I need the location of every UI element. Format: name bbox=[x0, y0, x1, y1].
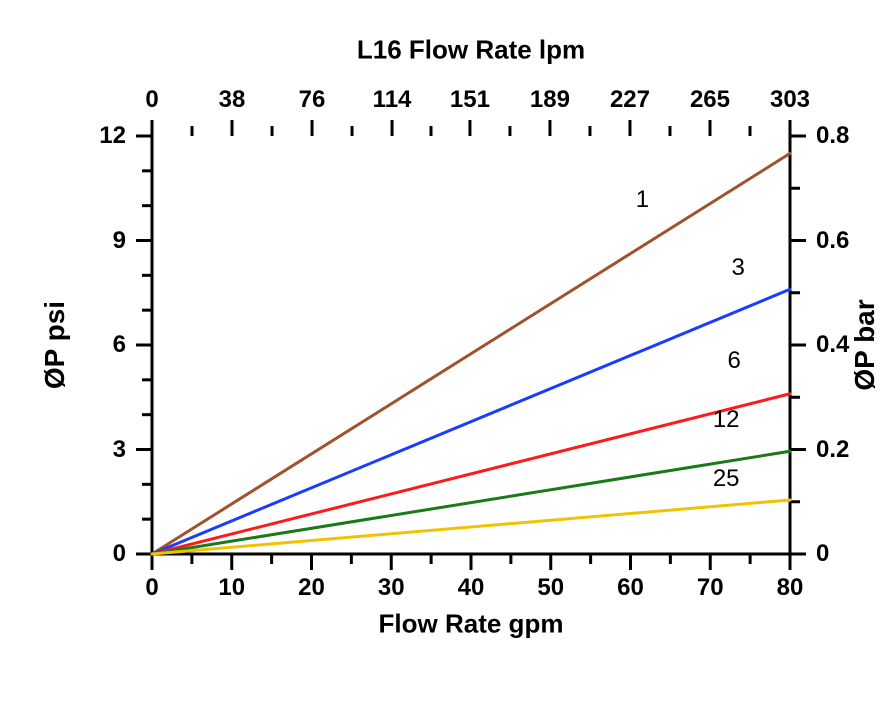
x-top-tick-189: 189 bbox=[530, 86, 570, 114]
y-left-tick-12: 12 bbox=[99, 122, 126, 150]
y-right-tick-0.6: 0.6 bbox=[816, 227, 849, 255]
x-bottom-tick-70: 70 bbox=[697, 574, 724, 602]
series-label-1: 1 bbox=[636, 186, 649, 214]
x-bottom-tick-0: 0 bbox=[145, 574, 158, 602]
series-line-1 bbox=[152, 153, 790, 554]
x-bottom-tick-30: 30 bbox=[378, 574, 405, 602]
y-left-tick-6: 6 bbox=[113, 331, 126, 359]
x-top-tick-114: 114 bbox=[373, 86, 412, 114]
x-top-tick-151: 151 bbox=[450, 86, 490, 114]
y-right-tick-0.8: 0.8 bbox=[816, 122, 849, 150]
y-right-tick-0: 0 bbox=[816, 540, 829, 568]
series-label-6: 6 bbox=[727, 347, 740, 375]
y-right-tick-0.4: 0.4 bbox=[816, 331, 849, 359]
series-label-25: 25 bbox=[713, 465, 740, 493]
series-line-12 bbox=[152, 451, 790, 554]
series-line-6 bbox=[152, 394, 790, 554]
x-bottom-tick-20: 20 bbox=[298, 574, 325, 602]
series-line-3 bbox=[152, 289, 790, 554]
chart-svg bbox=[0, 0, 890, 702]
x-bottom-tick-10: 10 bbox=[218, 574, 245, 602]
y-left-tick-9: 9 bbox=[113, 227, 126, 255]
x-top-tick-303: 303 bbox=[770, 86, 810, 114]
chart-container: 01020304050607080Flow Rate gpm0387611415… bbox=[0, 0, 890, 702]
x-top-tick-76: 76 bbox=[299, 86, 326, 114]
series-line-25 bbox=[152, 500, 790, 554]
x-bottom-label: Flow Rate gpm bbox=[379, 609, 564, 640]
x-bottom-tick-50: 50 bbox=[537, 574, 564, 602]
x-top-tick-265: 265 bbox=[690, 86, 730, 114]
x-top-tick-227: 227 bbox=[610, 86, 650, 114]
chart-title: L16 Flow Rate lpm bbox=[357, 35, 585, 66]
x-bottom-tick-60: 60 bbox=[617, 574, 644, 602]
x-bottom-tick-40: 40 bbox=[458, 574, 485, 602]
y-right-tick-0.2: 0.2 bbox=[816, 436, 849, 464]
y-right-label: ØP bar bbox=[849, 299, 881, 390]
x-top-tick-38: 38 bbox=[219, 86, 246, 114]
y-left-tick-0: 0 bbox=[113, 540, 126, 568]
x-top-tick-0: 0 bbox=[145, 86, 158, 114]
y-left-tick-3: 3 bbox=[113, 436, 126, 464]
x-bottom-tick-80: 80 bbox=[777, 574, 804, 602]
series-label-12: 12 bbox=[713, 406, 740, 434]
y-left-label: ØP psi bbox=[39, 301, 71, 389]
series-label-3: 3 bbox=[731, 254, 744, 282]
